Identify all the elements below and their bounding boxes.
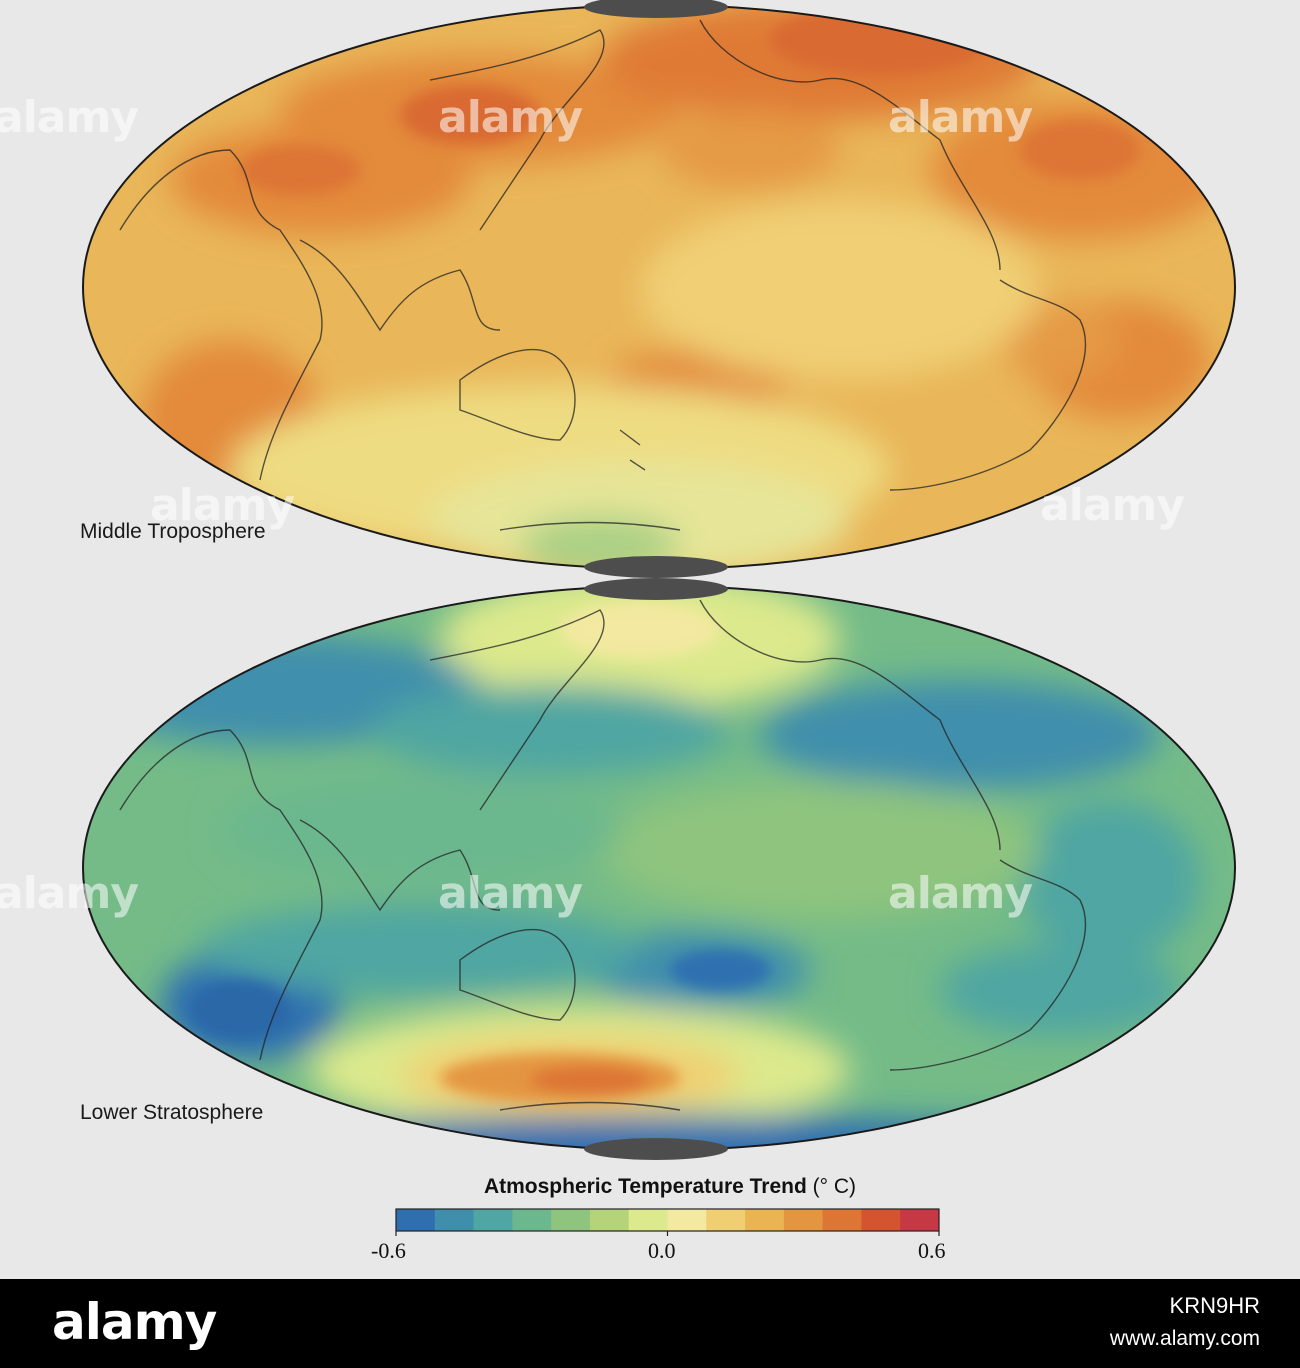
north-pole-cap [584,0,728,18]
legend-unit: (° C) [812,1175,857,1198]
colorbar-segment [667,1209,707,1231]
colorbar-segment [628,1209,668,1231]
legend-mid-label: 0.0 [648,1238,676,1263]
footer-bar: alamy KRN9HR www.alamy.com [0,1279,1300,1368]
colorbar-segment [745,1209,785,1231]
colorbar-segment [396,1209,436,1231]
colorbar-segment [706,1209,746,1231]
colorbar-segment [551,1209,591,1231]
south-pole-cap [584,556,728,578]
colorbar-segment [900,1209,940,1231]
legend-min-label: -0.6 [371,1238,406,1263]
footer-brand: alamy [52,1293,217,1351]
colorbar-segment [861,1209,901,1231]
colorbar-segment [589,1209,630,1231]
north-pole-cap [584,578,728,600]
legend-colorbar [396,1209,940,1231]
footer-url: www.alamy.com [1109,1327,1260,1350]
legend-title: Atmospheric Temperature Trend (° C) [400,1175,940,1199]
colorbar-segment [512,1209,552,1231]
legend-title-text: Atmospheric Temperature Trend [483,1175,807,1198]
middle-troposphere-map [82,0,1236,578]
coastline-lines [119,19,1086,531]
middle-troposphere-label: Middle Troposphere [80,520,266,543]
south-pole-cap [584,1138,728,1160]
colorbar-segment [434,1209,475,1231]
legend-max-label: 0.6 [918,1238,946,1263]
colorbar-segment [473,1209,513,1231]
footer-image-id: KRN9HR [1169,1293,1260,1318]
colorbar-segment [822,1209,862,1231]
lower-stratosphere-label: Lower Stratosphere [80,1101,264,1124]
colorbar-segment [783,1209,824,1231]
coastline-lines [119,599,1086,1111]
legend-ticks [395,1231,940,1236]
